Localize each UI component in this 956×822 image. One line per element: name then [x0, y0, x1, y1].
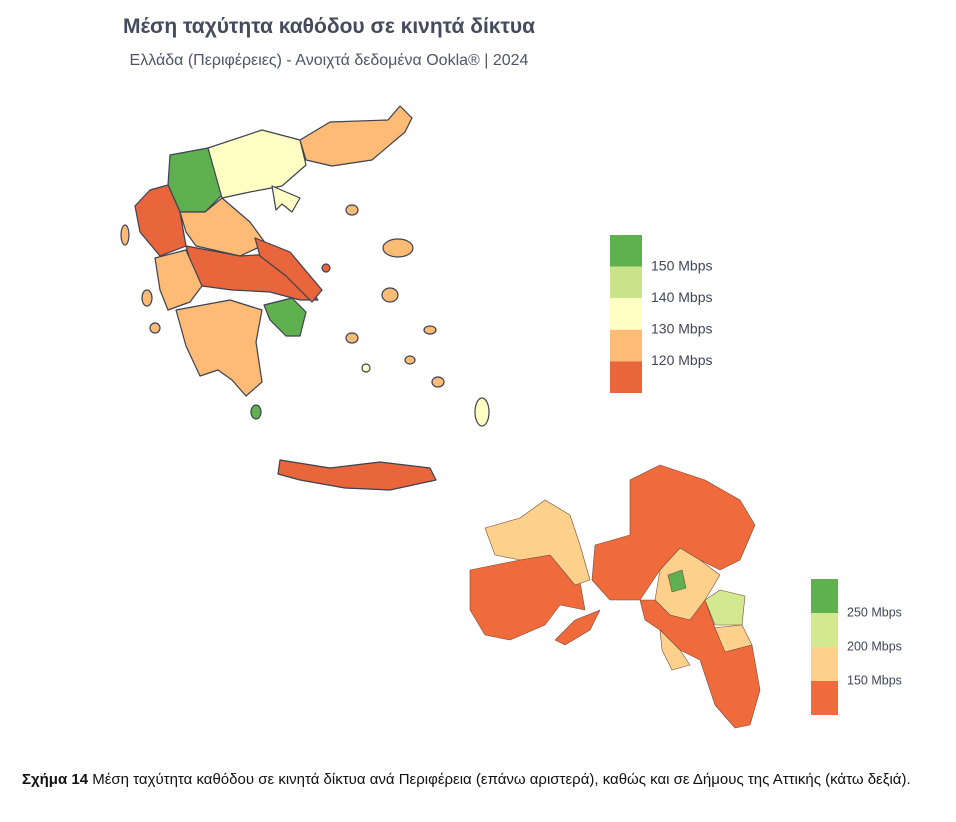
legend-regions: 150 Mbps 140 Mbps 130 Mbps 120 Mbps — [610, 235, 712, 393]
legend-label: 150 Mbps — [847, 673, 902, 687]
legend-label: 250 Mbps — [847, 605, 902, 619]
legend-label: 130 Mbps — [651, 321, 712, 337]
attica-map — [469, 464, 761, 729]
legend-swatch — [811, 579, 838, 613]
legend-label: 120 Mbps — [651, 352, 712, 368]
subtitle: Ελλάδα (Περιφέρειες) - Ανοιχτά δεδομένα … — [130, 52, 529, 69]
legend-municipalities: 250 Mbps 200 Mbps 150 Mbps — [811, 579, 902, 715]
caption-text: Μέση ταχύτητα καθόδου σε κινητά δίκτυα α… — [92, 771, 911, 788]
title: Μέση ταχύτητα καθόδου σε κινητά δίκτυα — [123, 15, 535, 38]
legend-label: 200 Mbps — [847, 639, 902, 653]
legend-swatch — [610, 298, 642, 330]
legend-swatch — [811, 613, 838, 647]
greece-map — [120, 105, 490, 491]
legend-label: 140 Mbps — [651, 289, 712, 305]
legend-swatch — [610, 361, 642, 393]
legend-swatch — [610, 266, 642, 299]
caption-label: Σχήμα 14 — [22, 771, 89, 788]
legend-swatch — [811, 681, 838, 715]
legend-label: 150 Mbps — [651, 257, 712, 273]
maps: Μέση ταχύτητα καθόδου σε κινητά δίκτυα Ε… — [120, 15, 902, 729]
legend-swatch — [610, 329, 642, 362]
legend-swatch — [811, 647, 838, 681]
caption: Σχήμα 14 Μέση ταχύτητα καθόδου σε κινητά… — [22, 766, 922, 793]
legend-swatch — [610, 235, 642, 267]
